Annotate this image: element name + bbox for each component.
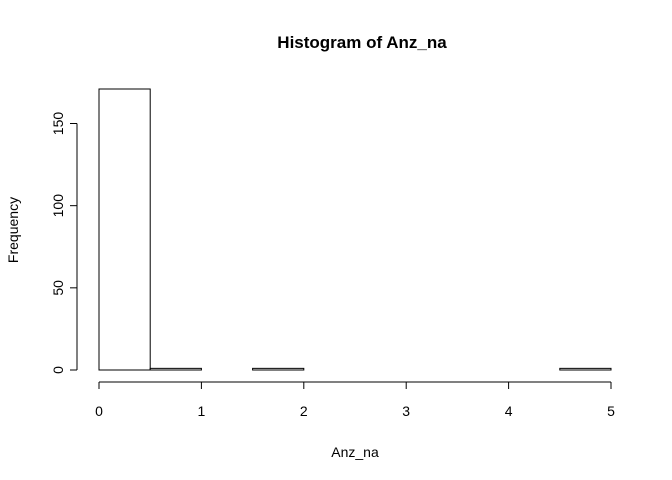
y-tick-label: 0 [50,366,66,374]
histogram-bar-1 [149,367,202,371]
y-axis-label: Frequency [5,197,21,263]
y-tick-label: 150 [50,112,66,136]
x-tick-label: 1 [198,403,206,419]
histogram-bar-9 [559,367,612,371]
y-tick-label: 50 [50,280,66,296]
x-tick-label: 0 [95,403,103,419]
histogram-bar-3 [252,367,305,371]
x-tick-label: 3 [402,403,410,419]
x-axis-label: Anz_na [331,444,379,460]
histogram-bar-0 [98,88,151,371]
x-tick-label: 4 [505,403,513,419]
chart-title: Histogram of Anz_na [277,33,447,52]
y-axis: 0 50 100 150 [50,112,78,374]
x-tick-label: 2 [300,403,308,419]
x-axis: 0 1 2 3 4 5 [95,381,615,419]
y-tick-label: 100 [50,194,66,218]
bars-group [98,88,612,371]
x-tick-label: 5 [607,403,615,419]
